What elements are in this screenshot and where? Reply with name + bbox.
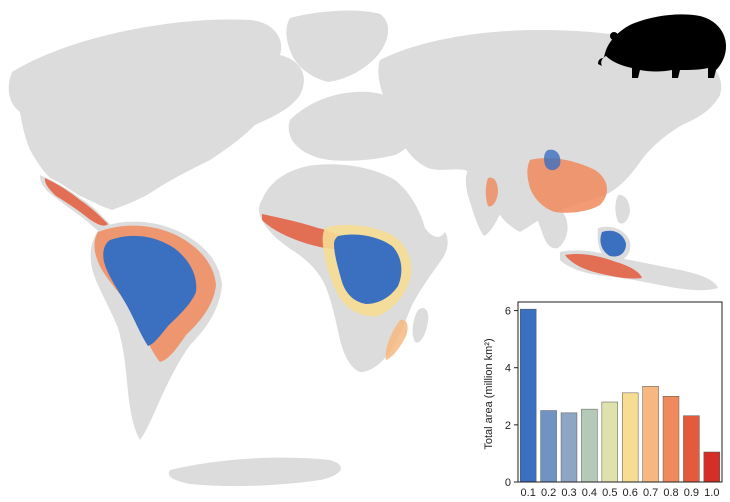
forest-east-africa — [385, 319, 408, 360]
bar-0.5 — [601, 401, 619, 483]
philippines — [615, 194, 630, 224]
forest-central-america — [44, 178, 108, 226]
y-tick-label: 6 — [505, 306, 511, 318]
y-tick-label: 2 — [505, 420, 511, 432]
y-tick-label: 4 — [505, 363, 511, 375]
x-tick-label: 0.8 — [663, 487, 678, 499]
bars — [519, 308, 721, 483]
bar-1.0 — [703, 451, 721, 483]
y-ticks: 0 2 4 6 — [505, 306, 518, 489]
forest-southeast-asia-core — [544, 149, 561, 171]
forest-india-coast — [485, 177, 498, 207]
north-america — [8, 19, 304, 211]
madagascar — [412, 308, 429, 343]
plot-frame — [517, 301, 723, 483]
bar-0.3 — [560, 412, 578, 483]
greenland — [286, 10, 389, 82]
y-axis-label: Total area (million km²) — [483, 338, 495, 449]
forest-borneo — [600, 230, 626, 257]
forest-indonesia — [565, 253, 642, 279]
forest-amazon-core — [103, 235, 197, 346]
bar-0.6 — [621, 392, 639, 483]
tapir-silhouette-icon — [598, 14, 726, 79]
x-tick-label: 0.2 — [541, 487, 556, 499]
x-tick-label: 0.9 — [684, 487, 699, 499]
x-tick-label: 0.1 — [521, 487, 536, 499]
x-tick-label: 0.4 — [582, 487, 597, 499]
forest-patches — [44, 149, 642, 362]
x-tick-label: 0.7 — [643, 487, 658, 499]
forest-congo-core — [334, 234, 402, 304]
europe — [288, 91, 419, 161]
x-tick-label: 1.0 — [704, 487, 719, 499]
asia — [378, 30, 722, 232]
bar-0.4 — [581, 408, 598, 483]
x-tick-label: 0.6 — [623, 487, 638, 499]
bar-0.1 — [519, 308, 537, 483]
bar-0.8 — [662, 396, 680, 483]
antarctica — [168, 457, 341, 487]
bar-0.2 — [540, 410, 557, 483]
x-ticks: 0.1 0.2 0.3 0.4 0.5 0.6 0.7 0.8 0.9 1.0 — [521, 487, 720, 499]
x-tick-label: 0.3 — [561, 487, 576, 499]
japan — [632, 119, 653, 160]
x-tick-label: 0.5 — [602, 487, 617, 499]
indian-subcontinent — [465, 169, 504, 236]
forest-southeast-asia — [527, 158, 607, 213]
bar-0.9 — [683, 415, 700, 483]
bar-0.7 — [642, 386, 659, 483]
y-tick-label: 0 — [505, 477, 511, 489]
